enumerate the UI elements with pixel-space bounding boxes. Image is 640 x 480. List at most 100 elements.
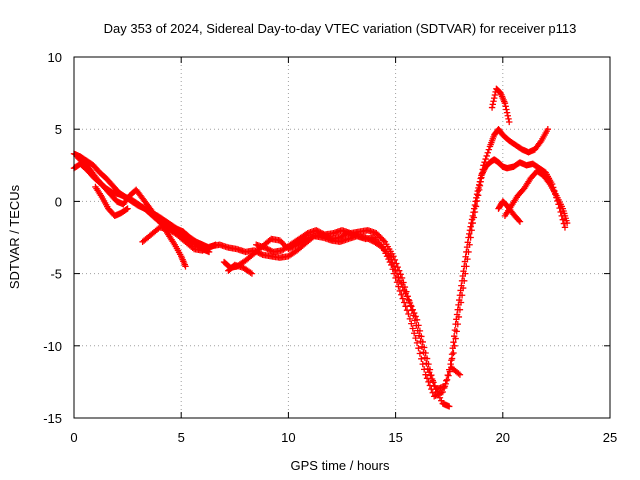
interp-point bbox=[382, 250, 389, 257]
data-point bbox=[441, 383, 449, 390]
interp-point bbox=[449, 345, 456, 352]
interp-point bbox=[463, 243, 471, 251]
interp-point bbox=[377, 234, 384, 241]
chart-title: Day 353 of 2024, Sidereal Day-to-day VTE… bbox=[104, 21, 577, 36]
interp-point bbox=[403, 288, 410, 295]
interp-point bbox=[410, 330, 418, 337]
interp-point bbox=[428, 375, 436, 383]
interp-point bbox=[443, 376, 451, 383]
interp-point bbox=[418, 343, 426, 350]
interp-point bbox=[266, 236, 274, 244]
interp-point bbox=[457, 287, 464, 294]
series-arc-3 bbox=[75, 154, 189, 270]
interp-point bbox=[279, 240, 286, 247]
interp-point bbox=[400, 299, 408, 306]
interp-point bbox=[463, 248, 470, 256]
interp-point bbox=[477, 175, 484, 182]
x-tick-label: 25 bbox=[603, 430, 617, 445]
data-point bbox=[439, 388, 446, 396]
interp-point bbox=[423, 375, 431, 382]
interp-point bbox=[453, 311, 461, 318]
interp-point bbox=[430, 379, 437, 386]
data-points bbox=[70, 85, 571, 410]
x-axis-ticks: 0 5 10 15 20 25 bbox=[70, 57, 617, 445]
interp-point bbox=[459, 272, 466, 280]
interp-point bbox=[416, 350, 424, 357]
interp-point bbox=[468, 216, 476, 223]
series-arc-10 bbox=[488, 85, 513, 126]
interp-point bbox=[123, 206, 130, 213]
interp-point bbox=[491, 91, 499, 99]
interp-point bbox=[450, 338, 457, 346]
interp-point bbox=[559, 216, 567, 223]
data-point bbox=[261, 244, 269, 251]
data-point bbox=[424, 365, 431, 373]
interp-point bbox=[503, 109, 511, 116]
interp-point bbox=[462, 253, 469, 260]
data-point bbox=[205, 248, 213, 256]
interp-point bbox=[391, 256, 399, 264]
interp-point bbox=[431, 382, 439, 389]
data-point bbox=[405, 296, 412, 303]
data-point bbox=[373, 229, 380, 237]
interp-point bbox=[475, 184, 482, 192]
interp-point bbox=[479, 169, 486, 176]
series-arc-5 bbox=[139, 224, 453, 410]
interp-point bbox=[278, 238, 285, 246]
interp-point bbox=[423, 360, 430, 367]
interp-point bbox=[386, 258, 394, 266]
data-point bbox=[450, 349, 457, 357]
interp-point bbox=[409, 325, 416, 332]
data-point bbox=[446, 403, 453, 410]
interp-point bbox=[390, 270, 398, 277]
interp-point bbox=[406, 315, 414, 323]
interp-point bbox=[340, 232, 348, 239]
x-tick-label: 10 bbox=[281, 430, 295, 445]
interp-point bbox=[405, 297, 413, 304]
interp-point bbox=[466, 230, 473, 238]
data-point bbox=[469, 212, 476, 220]
interp-point bbox=[206, 243, 213, 251]
interp-point bbox=[394, 263, 401, 271]
x-tick-label: 5 bbox=[178, 430, 185, 445]
interp-point bbox=[476, 181, 483, 188]
interp-point bbox=[438, 389, 445, 396]
interp-point bbox=[443, 377, 450, 384]
data-point bbox=[413, 339, 421, 347]
interp-point bbox=[415, 345, 422, 352]
interp-point bbox=[402, 303, 409, 310]
interp-point bbox=[451, 332, 458, 340]
y-tick-label: 10 bbox=[48, 50, 62, 65]
y-axis-ticks: -15 -10 -5 0 5 10 bbox=[43, 50, 610, 426]
interp-point bbox=[471, 205, 478, 212]
interp-point bbox=[404, 293, 411, 300]
x-tick-label: 20 bbox=[496, 430, 510, 445]
data-point bbox=[563, 219, 571, 227]
interp-point bbox=[557, 208, 564, 216]
interp-point bbox=[155, 225, 162, 232]
interp-point bbox=[481, 166, 488, 173]
data-point bbox=[430, 393, 438, 400]
interp-point bbox=[489, 101, 496, 108]
interp-point bbox=[482, 155, 489, 163]
interp-point bbox=[458, 282, 465, 289]
data-point bbox=[199, 247, 206, 254]
interp-point bbox=[484, 149, 491, 156]
interp-point bbox=[447, 360, 454, 368]
interp-point bbox=[515, 217, 523, 224]
interp-point bbox=[380, 247, 388, 254]
interp-point bbox=[545, 179, 553, 186]
interp-point bbox=[399, 295, 406, 302]
interp-point bbox=[408, 303, 415, 310]
interp-point bbox=[398, 291, 405, 298]
interp-point bbox=[448, 351, 456, 358]
data-point bbox=[390, 253, 397, 260]
data-point bbox=[544, 126, 552, 133]
interp-point bbox=[464, 239, 471, 246]
interp-point bbox=[200, 246, 208, 253]
interp-point bbox=[395, 283, 402, 290]
interp-point bbox=[413, 322, 420, 329]
interp-point bbox=[505, 115, 512, 123]
interp-point bbox=[467, 223, 474, 230]
